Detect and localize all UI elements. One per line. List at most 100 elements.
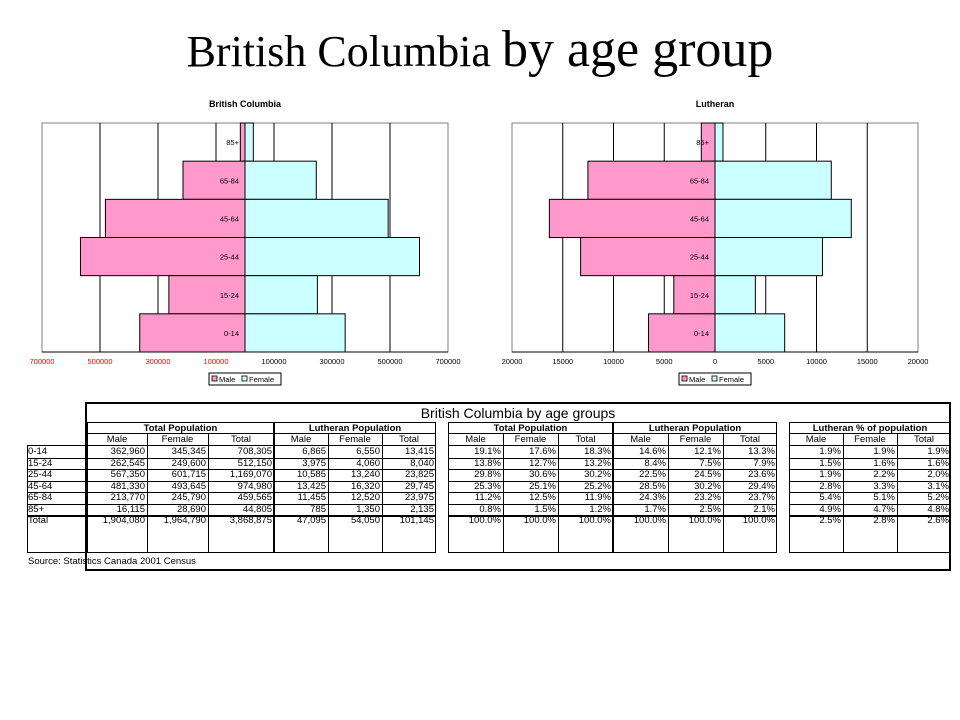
row-divider xyxy=(27,457,87,459)
column-divider xyxy=(723,433,724,553)
bar-female-65-84 xyxy=(244,160,317,200)
tick-label: 500000 xyxy=(87,357,112,366)
total-divider xyxy=(789,515,951,517)
legend-swatch-female xyxy=(711,375,718,382)
table-cell: 13.3% xyxy=(748,446,775,457)
row-divider xyxy=(789,492,951,493)
bar-female-65-84 xyxy=(714,160,832,200)
category-label: 85+ xyxy=(696,138,709,147)
table-cell: 1.9% xyxy=(819,469,841,480)
table-cell: 100.0% xyxy=(742,515,775,526)
table-cell: 28.5% xyxy=(639,480,666,492)
row-divider xyxy=(613,457,777,459)
column-divider xyxy=(843,433,844,553)
category-label: 0-14 xyxy=(224,329,239,338)
row-divider xyxy=(448,480,613,482)
table-cell: 245,790 xyxy=(171,492,206,503)
table-cell: 47,095 xyxy=(296,515,326,526)
category-label: 15-24 xyxy=(220,291,239,300)
sub-header: Male xyxy=(465,434,486,445)
bar-female-25-44 xyxy=(714,237,823,277)
table-cell: 12.7% xyxy=(529,457,556,469)
table-cell: 974,980 xyxy=(237,480,272,492)
table-cell: 25.2% xyxy=(584,480,611,492)
table-cell: 362,960 xyxy=(110,446,145,457)
table-group-box xyxy=(789,422,951,553)
table-cell: 2.0% xyxy=(927,469,949,480)
sub-header: Total xyxy=(739,434,761,445)
table-cell: 10,585 xyxy=(296,469,326,480)
bar-female-15-24 xyxy=(714,275,756,315)
table-cell: 1,169,070 xyxy=(229,469,272,480)
row-label: 0-14 xyxy=(28,446,48,457)
bar-female-0-14 xyxy=(244,313,346,353)
group-header-underline xyxy=(448,433,613,434)
column-divider xyxy=(382,433,383,553)
column-divider xyxy=(897,433,898,553)
table-cell: 16,115 xyxy=(116,503,145,515)
sub-header: Total xyxy=(230,434,252,445)
row-divider xyxy=(613,469,777,470)
table-cell: 29,745 xyxy=(404,480,434,492)
sub-header-underline xyxy=(448,445,613,446)
group-header: Total Population xyxy=(493,423,568,434)
bar-female-85plus xyxy=(714,122,724,162)
table-cell: 30.2% xyxy=(584,469,611,480)
table-cell: 44,805 xyxy=(242,503,272,515)
table-cell: 8.4% xyxy=(644,457,666,469)
total-divider xyxy=(274,515,436,517)
legend-label-male: Male xyxy=(689,375,705,384)
slide-title-part1: British Columbia xyxy=(186,27,491,76)
table-cell: 12.5% xyxy=(529,492,556,503)
row-divider xyxy=(448,503,613,505)
slide-title-part2: by age group xyxy=(501,21,774,78)
table-cell: 345,345 xyxy=(171,446,206,457)
tick-label: 20000 xyxy=(502,357,523,366)
table-cell: 29.4% xyxy=(748,480,775,492)
table-cell: 14.6% xyxy=(639,446,666,457)
table-cell: 2.8% xyxy=(873,515,895,526)
group-header-underline xyxy=(274,433,436,434)
table-cell: 7.9% xyxy=(753,457,775,469)
sub-header: Female xyxy=(854,434,886,445)
table-cell: 2.1% xyxy=(753,503,775,515)
row-divider xyxy=(274,492,436,493)
table-cell: 100.0% xyxy=(523,515,556,526)
chart-title: Lutheran xyxy=(696,99,735,109)
sub-header: Female xyxy=(161,434,194,445)
table-cell: 25.3% xyxy=(474,480,501,492)
group-header: Lutheran Population xyxy=(308,423,402,434)
column-divider xyxy=(208,433,209,553)
pyramid-charts: British Columbia 85+ 65-84 45-64 25-44 15-24 0… xyxy=(29,99,929,386)
table-cell: 2.5% xyxy=(819,515,841,526)
row-divider xyxy=(613,503,777,505)
bar-female-85plus xyxy=(244,122,254,162)
table-group-box xyxy=(448,422,613,553)
table-cell: 3,975 xyxy=(302,457,326,469)
bar-male-25-44 xyxy=(79,237,246,277)
table-cell: 12.1% xyxy=(694,446,721,457)
sub-header: Total xyxy=(575,434,596,445)
bar-female-0-14 xyxy=(714,313,786,353)
table-cell: 19.1% xyxy=(474,446,501,457)
chart-lutheran: Lutheran 85+ 65-84 45-64 25-44 15-24 0-14 20000… xyxy=(502,99,929,386)
row-label: 45-64 xyxy=(28,480,53,492)
legend-swatch-male xyxy=(211,375,218,382)
table-cell: 23.7% xyxy=(748,492,775,503)
group-header: Total Population xyxy=(143,423,218,434)
tick-label: 20000 xyxy=(908,357,929,366)
bar-female-45-64 xyxy=(714,198,852,238)
table-cell: 4,060 xyxy=(356,457,380,469)
row-divider xyxy=(274,480,436,482)
table-cell: 22.5% xyxy=(639,469,666,480)
table-cell: 11.2% xyxy=(474,492,501,503)
row-divider xyxy=(448,457,613,459)
category-label: 65-84 xyxy=(220,176,239,185)
row-divider xyxy=(789,503,951,505)
sub-header: Total xyxy=(398,434,420,445)
table-cell: 481,330 xyxy=(110,480,145,492)
table-cell: 1,350 xyxy=(356,503,380,515)
group-header: Lutheran % of population xyxy=(812,423,928,434)
sub-header-underline xyxy=(274,445,436,446)
tick-label: 300000 xyxy=(319,357,344,366)
